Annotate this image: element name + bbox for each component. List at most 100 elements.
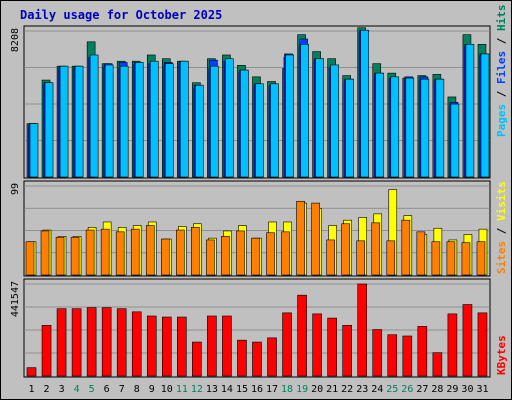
bar-sites-day-20-body (311, 202, 320, 276)
bar-sites-day-13 (206, 239, 215, 276)
bar-sites-day-28-body (431, 241, 441, 276)
bar-pages-day-3 (58, 65, 69, 178)
legend-sites: Sites (495, 241, 508, 274)
bar-pages-day-27 (418, 78, 430, 178)
bar-pages-day-20-body (315, 58, 324, 178)
bars-kbytes (26, 283, 488, 377)
y-max-label: 441547 (10, 281, 21, 317)
bar-pages-day-14 (223, 58, 234, 178)
bar-pages-day-9-shade (148, 63, 151, 177)
bar-sites-day-12 (191, 227, 200, 276)
bar-sites-day-6-body (100, 228, 110, 276)
bar-kbytes-day-14-body (222, 315, 232, 377)
bar-kbytes-day-10 (161, 316, 172, 377)
bar-pages-day-22-body (345, 78, 354, 178)
x-tick-label-day-7: 7 (119, 384, 125, 395)
bar-pages-day-7 (118, 65, 129, 178)
bar-kbytes-day-12-body (192, 341, 202, 377)
x-tick-label-day-28: 28 (431, 384, 443, 395)
bar-sites-day-5 (85, 229, 95, 276)
bar-kbytes-day-11 (177, 316, 187, 377)
bar-pages-day-8-body (134, 62, 144, 178)
bar-kbytes-day-20 (312, 313, 322, 377)
bar-kbytes-day-17-body (267, 337, 277, 377)
bar-kbytes-day-23-body (357, 283, 368, 377)
bar-kbytes-day-6 (101, 307, 112, 377)
bar-pages-day-29-body (450, 103, 460, 178)
bar-kbytes-day-29 (447, 313, 458, 377)
bar-kbytes-day-5-body (86, 307, 97, 377)
bar-kbytes-day-7-body (116, 308, 127, 377)
x-tick-label-day-29: 29 (446, 384, 458, 395)
bar-pages-day-10-body (164, 63, 174, 178)
bar-sites-day-7-body (115, 231, 125, 276)
bar-sites-day-27-body (416, 231, 426, 276)
bar-sites-day-20 (311, 202, 320, 276)
bar-sites-day-22 (341, 223, 350, 276)
bar-sites-day-24 (371, 222, 381, 276)
x-tick-label-day-15: 15 (236, 384, 248, 395)
x-tick-label-day-20: 20 (311, 384, 323, 395)
bar-kbytes-day-31 (477, 312, 488, 377)
bar-kbytes-day-5 (86, 307, 97, 377)
bar-kbytes-day-16-body (252, 341, 262, 377)
bar-pages-day-16-shade (253, 85, 256, 177)
bar-kbytes-day-15 (237, 339, 247, 377)
bar-pages-day-26-shade (403, 80, 406, 177)
bar-sites-day-6 (100, 228, 110, 276)
bar-sites-day-23-body (356, 240, 366, 276)
chart-legends: Pages / Files / Hits Sites / Visits KBytes (495, 5, 508, 376)
bar-pages-day-29 (448, 103, 460, 178)
bar-sites-day-27 (416, 231, 426, 276)
bar-pages-day-4-body (74, 65, 84, 178)
bar-kbytes-day-9 (146, 315, 157, 377)
bar-sites-day-1-body (25, 241, 35, 276)
bar-sites-day-26 (401, 219, 411, 276)
bar-sites-day-14-body (221, 236, 230, 276)
bar-sites-day-10 (160, 238, 170, 276)
bar-kbytes-day-31-body (477, 312, 488, 377)
bar-pages-day-11-body (180, 60, 189, 178)
bar-pages-day-23 (358, 29, 370, 178)
x-tick-label-day-11: 11 (176, 384, 188, 395)
x-tick-label-day-24: 24 (371, 384, 383, 395)
bar-kbytes-day-22-body (342, 325, 352, 377)
bar-sites-day-26-body (401, 219, 411, 276)
bar-kbytes-day-13 (207, 315, 217, 377)
bar-sites-day-2 (40, 230, 50, 276)
bar-kbytes-day-19 (297, 294, 307, 377)
bar-sites-day-23 (356, 240, 366, 276)
bar-kbytes-day-8-body (131, 311, 142, 377)
bar-kbytes-day-26-body (402, 335, 413, 377)
x-tick-label-day-13: 13 (206, 384, 218, 395)
bar-kbytes-day-3 (56, 308, 67, 377)
bar-pages-day-28-body (435, 78, 445, 178)
bar-kbytes-day-22 (342, 325, 352, 377)
bar-pages-day-3-shade (58, 68, 61, 177)
bar-pages-day-11 (178, 60, 189, 178)
bar-sites-day-11-body (176, 229, 185, 276)
bar-kbytes-day-28 (432, 352, 443, 377)
bar-pages-day-18 (283, 54, 294, 178)
bar-sites-day-18-body (281, 231, 290, 276)
bar-pages-day-10 (163, 63, 174, 178)
bar-kbytes-day-14 (222, 315, 232, 377)
bar-kbytes-day-25 (387, 334, 398, 377)
bar-kbytes-day-4-body (71, 308, 82, 377)
legend-bottom: KBytes (495, 335, 508, 375)
bar-pages-day-24-body (375, 72, 385, 178)
x-tick-label-day-3: 3 (59, 384, 65, 395)
legend-pages: Pages (495, 104, 508, 137)
bar-pages-day-9-body (149, 60, 159, 178)
bar-kbytes-day-13-body (207, 315, 217, 377)
bar-kbytes-day-24 (372, 329, 383, 377)
bar-pages-day-19-body (300, 44, 309, 178)
bar-kbytes-day-26 (402, 335, 413, 377)
bar-pages-day-13 (208, 65, 219, 178)
x-tick-label-day-26: 26 (401, 384, 413, 395)
x-tick-label-day-6: 6 (104, 384, 110, 395)
bar-pages-day-30-shade (463, 46, 466, 177)
bar-pages-day-1-body (29, 123, 39, 178)
x-tick-label-day-2: 2 (44, 384, 50, 395)
bar-pages-day-15-body (240, 69, 249, 178)
